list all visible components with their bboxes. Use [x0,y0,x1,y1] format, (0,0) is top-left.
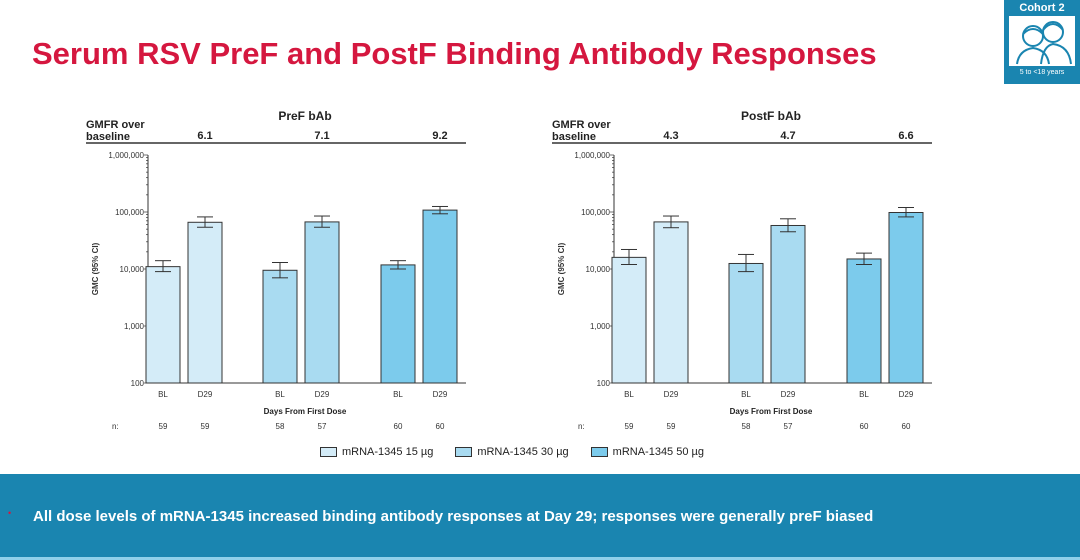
y-tick-label: 100 [131,379,145,388]
y-tick-label: 10,000 [586,265,611,274]
gmfr-value: 4.3 [663,130,678,142]
x-tick-label: D29 [664,390,679,399]
bar [422,209,458,384]
legend: mRNA-1345 15 µg mRNA-1345 30 µg mRNA-134… [320,446,704,458]
x-tick-label: BL [158,390,168,399]
bar [653,221,689,384]
x-tick-label: D29 [899,390,914,399]
x-tick-label: BL [275,390,285,399]
gmfr-value: 6.6 [898,130,913,142]
x-axis-label: Days From First Dose [264,407,347,416]
bullet-icon: • [8,508,12,518]
legend-label: mRNA-1345 50 µg [612,446,704,458]
n-label: n: [112,422,119,431]
n-value: 59 [159,422,168,431]
bar [888,212,924,384]
y-tick-label: 1,000 [590,322,611,331]
gmfr-label: baseline [552,131,596,143]
n-value: 58 [742,422,751,431]
y-tick-label: 100 [597,379,611,388]
chart-title: PreF bAb [278,109,331,123]
gmfr-value: 7.1 [314,130,329,142]
cohort-heading: Cohort 2 [1019,2,1065,14]
x-axis-label: Days From First Dose [730,407,813,416]
bar [380,264,416,384]
bar [846,258,882,384]
y-tick-label: 100,000 [581,208,610,217]
x-tick-label: BL [741,390,751,399]
x-tick-label: D29 [315,390,330,399]
n-value: 60 [436,422,445,431]
n-value: 59 [201,422,210,431]
bar [145,266,181,384]
bar [262,269,298,384]
n-value: 57 [784,422,793,431]
gmfr-value: 4.7 [780,130,795,142]
gmfr-label: GMFR over [552,119,611,131]
bottom-strip [0,557,1080,560]
y-tick-label: 1,000,000 [108,151,144,160]
legend-item-30ug: mRNA-1345 30 µg [455,446,569,458]
legend-swatch [455,447,473,457]
y-tick-label: 10,000 [120,265,145,274]
takeaway-text: All dose levels of mRNA-1345 increased b… [33,508,874,525]
slide-title: Serum RSV PreF and PostF Binding Antibod… [32,36,877,71]
n-value: 57 [318,422,327,431]
bar [304,221,340,384]
gmfr-label: baseline [86,131,130,143]
cohort-badge: Cohort 2 5 to <18 years [1004,0,1080,84]
legend-label: mRNA-1345 15 µg [342,446,434,458]
x-tick-label: BL [859,390,869,399]
x-tick-label: BL [624,390,634,399]
bar [770,224,806,384]
gmfr-label: GMFR over [86,119,145,131]
two-children-icon [1009,16,1075,66]
gmfr-value: 6.1 [197,130,212,142]
key-takeaway-banner: • All dose levels of mRNA-1345 increased… [0,474,1080,557]
x-tick-label: D29 [781,390,796,399]
n-value: 59 [667,422,676,431]
bar [728,262,764,384]
n-value: 60 [860,422,869,431]
chart-title: PostF bAb [741,109,801,123]
y-axis-label: GMC (95% CI) [557,242,566,295]
cohort-age-range: 5 to <18 years [1019,69,1065,76]
bar [187,221,223,384]
y-tick-label: 1,000 [124,322,145,331]
x-tick-label: D29 [198,390,213,399]
legend-swatch [320,447,337,457]
gmfr-value: 9.2 [432,130,447,142]
x-tick-label: D29 [433,390,448,399]
bar [611,256,647,384]
y-tick-label: 100,000 [115,208,144,217]
n-value: 58 [276,422,285,431]
n-value: 60 [394,422,403,431]
n-value: 60 [902,422,911,431]
y-axis-label: GMC (95% CI) [91,242,100,295]
legend-label: mRNA-1345 30 µg [477,446,569,458]
legend-item-50ug: mRNA-1345 50 µg [590,446,704,458]
n-value: 59 [625,422,634,431]
legend-swatch [590,447,608,457]
x-tick-label: BL [393,390,403,399]
legend-item-15ug: mRNA-1345 15 µg [320,446,433,458]
n-label: n: [578,422,585,431]
y-tick-label: 1,000,000 [574,151,610,160]
